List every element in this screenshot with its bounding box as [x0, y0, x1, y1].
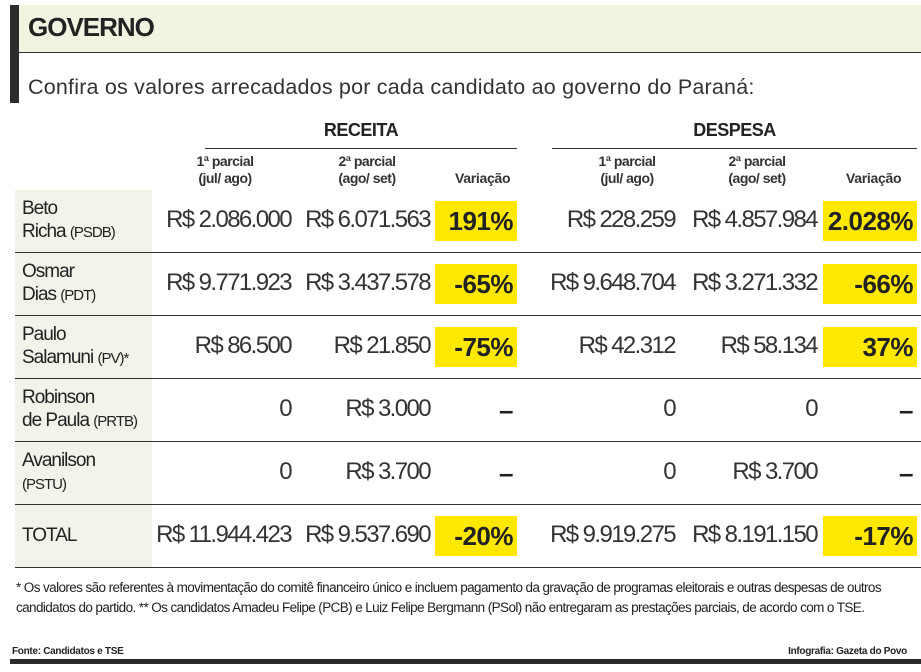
accent-bar: [10, 5, 19, 103]
header-despesa-var: Variação: [846, 170, 902, 186]
despesa-variacao: –: [899, 458, 913, 488]
candidate-name: Paulo Salamuni (PV)*: [22, 323, 130, 370]
receita-variacao: -75%: [435, 327, 517, 367]
receita-variacao: –: [499, 458, 513, 488]
name-line: Osmar: [22, 261, 75, 282]
receita-variacao: 191%: [435, 201, 517, 241]
name-line: Dias: [22, 284, 57, 305]
header-label: (jul/ ago): [600, 170, 654, 186]
candidate-name: Beto Richa (PSDB): [22, 197, 116, 244]
receita-p2: R$ 9.537.690: [305, 521, 432, 548]
receita-variacao: -65%: [435, 264, 517, 304]
despesa-p1: R$ 9.648.704: [550, 269, 677, 296]
table-row: Osmar Dias (PDT) R$ 9.771.923 R$ 3.437.57…: [15, 253, 921, 316]
subtitle: Confira os valores arrecadados por cada …: [28, 75, 755, 99]
despesa-p2: R$ 8.191.150: [692, 521, 819, 548]
despesa-p1: R$ 228.259: [566, 206, 677, 233]
receita-p2: R$ 3.700: [345, 458, 431, 485]
receita-p2: R$ 3.000: [345, 395, 431, 422]
table-row: Beto Richa (PSDB) R$ 2.086.000 R$ 6.071.5…: [15, 190, 921, 253]
header-label: 2ª parcial: [338, 153, 397, 169]
despesa-variacao: –: [899, 395, 913, 425]
receita-p1: 0: [279, 458, 292, 485]
despesa-variacao: -17%: [823, 516, 917, 556]
table-row: Robinson de Paula (PRTB) 0 R$ 3.000 – 0 0…: [15, 379, 921, 442]
section-title: GOVERNO: [28, 12, 155, 42]
name-line: Beto: [22, 198, 58, 219]
table-row: TOTAL R$ 11.944.423 R$ 9.537.690 -20% R$…: [15, 505, 921, 568]
despesa-p1: 0: [663, 458, 676, 485]
name-line: Avanilson: [22, 450, 96, 471]
name-line: de Paula: [22, 410, 90, 431]
header-receita-p2: 2ª parcial (ago/ set): [322, 153, 412, 187]
despesa-p2: R$ 3.271.332: [692, 269, 819, 296]
title-band: [19, 5, 921, 53]
receita-variacao: -20%: [435, 516, 517, 556]
candidate-name: Robinson de Paula (PRTB): [22, 386, 138, 433]
table-row: Avanilson (PSTU) 0 R$ 3.700 – 0 R$ 3.700…: [15, 442, 921, 505]
despesa-p2: R$ 3.700: [732, 458, 818, 485]
header-label: (ago/ set): [728, 170, 786, 186]
candidate-name: Avanilson (PSTU): [22, 449, 96, 496]
receita-p1: R$ 86.500: [194, 332, 293, 359]
receita-p1: R$ 11.944.423: [156, 521, 292, 548]
header-label: 2ª parcial: [728, 153, 787, 169]
name-line: Robinson: [22, 387, 95, 408]
name-cell: Paulo Salamuni (PV)*: [15, 316, 152, 378]
name-cell: Beto Richa (PSDB): [15, 190, 152, 252]
despesa-p1: R$ 9.919.275: [550, 521, 677, 548]
receita-p1: R$ 2.086.000: [166, 206, 293, 233]
header-label: (jul/ ago): [198, 170, 252, 186]
source: Fonte: Candidatos e TSE: [12, 646, 124, 657]
header-despesa-p1: 1ª parcial (jul/ ago): [582, 153, 672, 187]
despesa-p1: 0: [663, 395, 676, 422]
despesa-p2: 0: [805, 395, 818, 422]
header-label: 1ª parcial: [196, 153, 255, 169]
party: (PDT): [60, 287, 96, 304]
group-receita: RECEITA: [205, 120, 517, 149]
despesa-p1: R$ 42.312: [578, 332, 677, 359]
receita-p2: R$ 3.437.578: [305, 269, 432, 296]
despesa-variacao: 2.028%: [823, 201, 917, 241]
party: (PSDB): [69, 224, 116, 241]
header-despesa-p2: 2ª parcial (ago/ set): [712, 153, 802, 187]
header-receita-p1: 1ª parcial (jul/ ago): [180, 153, 270, 187]
name-cell: Avanilson (PSTU): [15, 442, 152, 504]
despesa-p2: R$ 4.857.984: [692, 206, 819, 233]
party: (PSTU): [22, 476, 67, 493]
receita-p2: R$ 21.850: [333, 332, 432, 359]
name-cell: Robinson de Paula (PRTB): [15, 379, 152, 441]
bottom-rule: [10, 659, 921, 664]
party: (PRTB): [93, 413, 138, 430]
despesa-variacao: -66%: [823, 264, 917, 304]
name-line: Richa: [22, 221, 67, 242]
header-label: (ago/ set): [338, 170, 396, 186]
receita-p1: R$ 9.771.923: [166, 269, 293, 296]
candidate-name: Osmar Dias (PDT): [22, 260, 96, 307]
header-receita-var: Variação: [455, 170, 511, 186]
receita-p2: R$ 6.071.563: [305, 206, 432, 233]
party: (PV)*: [97, 350, 130, 367]
name-cell: TOTAL: [15, 505, 152, 567]
name-line: Paulo: [22, 324, 67, 345]
group-despesa: DESPESA: [552, 120, 917, 149]
receita-variacao: –: [499, 395, 513, 425]
despesa-p2: R$ 58.134: [720, 332, 819, 359]
header-label: 1ª parcial: [598, 153, 657, 169]
despesa-variacao: 37%: [823, 327, 917, 367]
credit: Infografia: Gazeta do Povo: [788, 646, 907, 657]
name-cell: Osmar Dias (PDT): [15, 253, 152, 315]
table-row: Paulo Salamuni (PV)* R$ 86.500 R$ 21.850 …: [15, 316, 921, 379]
candidate-name: TOTAL: [22, 525, 77, 546]
receita-p1: 0: [279, 395, 292, 422]
name-line: Salamuni: [22, 347, 94, 368]
footnote: * Os valores são referentes à movimentaç…: [16, 580, 882, 615]
